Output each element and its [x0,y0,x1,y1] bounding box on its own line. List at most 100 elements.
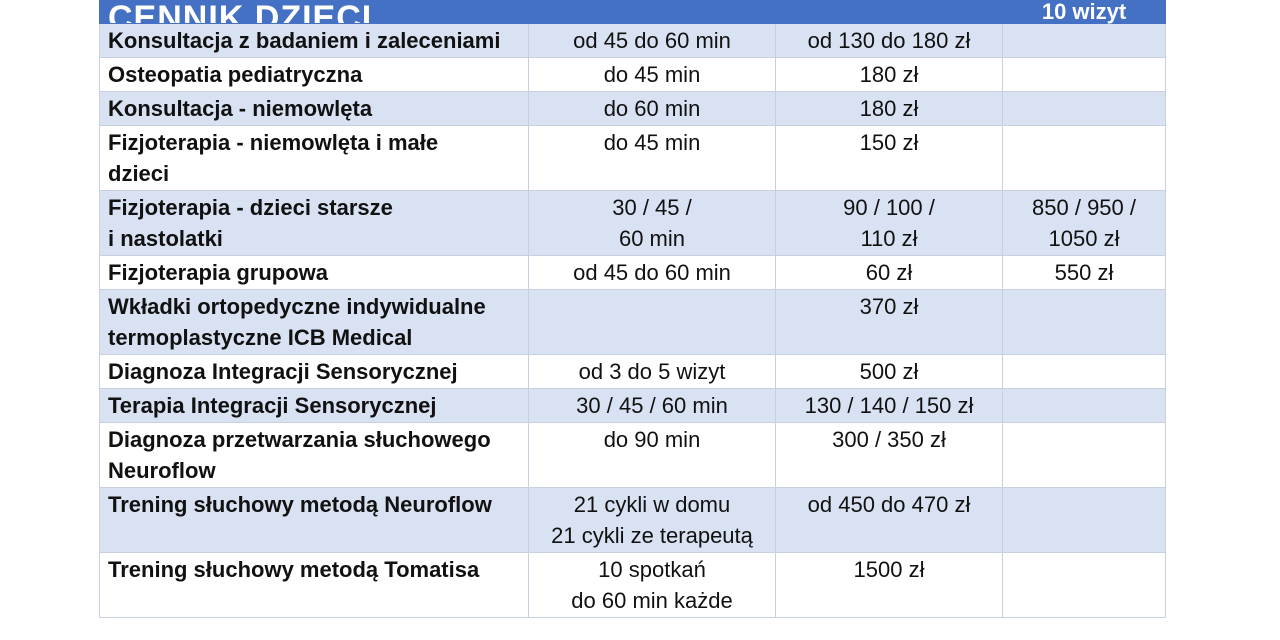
service-name-cell: Diagnoza przetwarzania słuchowego Neurofl… [99,422,529,488]
price-cell-line: 150 zł [859,130,919,155]
duration-cell-line: od 45 do 60 min [573,28,731,53]
price-cell: 150 zł [774,125,1004,191]
service-name-cell-line: Neuroflow [108,458,216,483]
duration-cell: do 90 min [528,422,776,488]
duration-cell: 30 / 45 / 60 min [528,388,776,423]
service-name-cell: Trening słuchowy metodą Tomatisa [99,552,529,618]
duration-cell: do 45 min [528,125,776,191]
package-price-cell: 550 zł [1002,255,1167,290]
package-price-cell [1002,487,1167,553]
duration-cell [528,289,776,355]
price-cell: od 130 do 180 zł [774,23,1004,58]
table-row: Wkładki ortopedyczne indywidualne termopl… [99,289,1167,355]
duration-cell-line: 60 min [618,226,686,251]
price-cell: 1500 zł [774,552,1004,618]
price-cell-line: 180 zł [859,62,919,87]
service-name-cell: Fizjoterapia - dzieci starsze i nastolatk… [99,190,529,256]
service-name-cell-line: Fizjoterapia - niemowlęta i małe [108,130,439,155]
duration-cell-line: 10 spotkań [598,557,706,582]
table-title-text: CENNIK DZIECI [108,0,373,24]
service-name-cell: Konsultacja z badaniem i zaleceniami [99,23,529,58]
table-row: Fizjoterapia grupowa od 45 do 60 min 60 zł… [99,255,1167,290]
duration-cell: 30 / 45 / 60 min [528,190,776,256]
table-row: Konsultacja - niemowlęta do 60 min 180 zł [99,91,1167,126]
price-cell: 180 zł [774,57,1004,92]
duration-cell-line: 21 cykli w domu [573,492,731,517]
table-row: Konsultacja z badaniem i zaleceniami od 4… [99,23,1167,58]
duration-cell-line: 21 cykli ze terapeutą [551,523,753,548]
package-price-cell [1002,125,1167,191]
package-price-cell [1002,422,1167,488]
package-price-cell [1002,91,1167,126]
duration-cell: do 60 min [528,91,776,126]
price-cell-line: 60 zł [865,260,913,285]
table-row: Fizjoterapia - niemowlęta i małe dzieci do… [99,125,1167,191]
service-name-cell: Diagnoza Integracji Sensorycznej [99,354,529,389]
duration-cell-line: 30 / 45 / 60 min [576,393,728,418]
duration-cell: 21 cykli w domu 21 cykli ze terapeutą [528,487,776,553]
service-name-cell-line: Diagnoza Integracji Sensorycznej [108,359,458,384]
service-name-cell-line: termoplastyczne ICB Medical [108,325,413,350]
package-price-cell [1002,388,1167,423]
service-name-cell-line: i nastolatki [108,226,223,251]
package-price-cell [1002,552,1167,618]
duration-cell-line: do 60 min każde [571,588,733,613]
duration-cell-line: 30 / 45 / [612,195,692,220]
duration-cell-line: do 45 min [603,130,701,155]
table-title: CENNIK DZIECI [98,0,1004,24]
table-row: Terapia Integracji Sensorycznej 30 / 45 /… [99,388,1167,423]
package-price-cell: 850 / 950 / 1050 zł [1002,190,1167,256]
price-cell: od 450 do 470 zł [774,487,1004,553]
price-cell: 90 / 100 / 110 zł [774,190,1004,256]
package-price-cell [1002,23,1167,58]
service-name-cell-line: Fizjoterapia grupowa [108,260,329,285]
price-cell-line: 110 zł [860,226,918,251]
price-cell-line: 500 zł [859,359,919,384]
price-cell-line: 180 zł [859,96,919,121]
header-row: CENNIK DZIECI 10 wizyt [98,0,1167,24]
price-cell-line: od 130 do 180 zł [807,28,971,53]
service-name-cell-line: Fizjoterapia - dzieci starsze [108,195,393,220]
table-body: Konsultacja z badaniem i zaleceniami od 4… [99,23,1167,618]
service-name-cell-line: Terapia Integracji Sensorycznej [108,393,437,418]
price-table: CENNIK DZIECI 10 wizyt Konsultacja z bad… [98,0,1167,618]
duration-cell: od 45 do 60 min [528,255,776,290]
price-cell-line: od 450 do 470 zł [807,492,971,517]
price-cell: 300 / 350 zł [774,422,1004,488]
price-cell-line: 90 / 100 / [843,195,935,220]
duration-cell: 10 spotkań do 60 min każde [528,552,776,618]
table-row: Trening słuchowy metodą Tomatisa 10 spotk… [99,552,1167,618]
service-name-cell-line: Osteopatia pediatryczna [108,62,363,87]
duration-cell-line: do 60 min [603,96,701,121]
service-name-cell-line: Wkładki ortopedyczne indywidualne [108,294,486,319]
duration-cell: do 45 min [528,57,776,92]
service-name-cell: Terapia Integracji Sensorycznej [99,388,529,423]
duration-cell-line: od 3 do 5 wizyt [578,359,726,384]
table-row: Trening słuchowy metodą Neuroflow 21 cykl… [99,487,1167,553]
table-row: Diagnoza przetwarzania słuchowego Neurofl… [99,422,1167,488]
package-price-cell [1002,289,1167,355]
service-name-cell: Fizjoterapia - niemowlęta i małe dzieci [99,125,529,191]
table-row: Fizjoterapia - dzieci starsze i nastolatk… [99,190,1167,256]
service-name-cell-line: Diagnoza przetwarzania słuchowego [108,427,491,452]
package-price-cell [1002,57,1167,92]
header-10-visits: 10 wizyt [1002,0,1167,24]
service-name-cell-line: dzieci [108,161,170,186]
price-cell-line: 130 / 140 / 150 zł [804,393,974,418]
duration-cell-line: od 45 do 60 min [573,260,731,285]
price-cell-line: 300 / 350 zł [832,427,946,452]
service-name-cell-line: Trening słuchowy metodą Tomatisa [108,557,480,582]
price-cell: 500 zł [774,354,1004,389]
price-cell: 180 zł [774,91,1004,126]
table-row: Diagnoza Integracji Sensorycznej od 3 do … [99,354,1167,389]
package-price-cell-line: 850 / 950 / [1032,195,1137,220]
price-cell-line: 370 zł [859,294,919,319]
price-cell-line: 1500 zł [853,557,925,582]
duration-cell-line: do 45 min [603,62,701,87]
package-price-cell [1002,354,1167,389]
service-name-cell-line: Trening słuchowy metodą Neuroflow [108,492,492,517]
service-name-cell-line: Konsultacja - niemowlęta [108,96,373,121]
price-cell: 370 zł [774,289,1004,355]
price-list: CENNIK DZIECI 10 wizyt Konsultacja z bad… [98,0,1167,618]
package-price-cell-line: 1050 zł [1048,226,1120,251]
